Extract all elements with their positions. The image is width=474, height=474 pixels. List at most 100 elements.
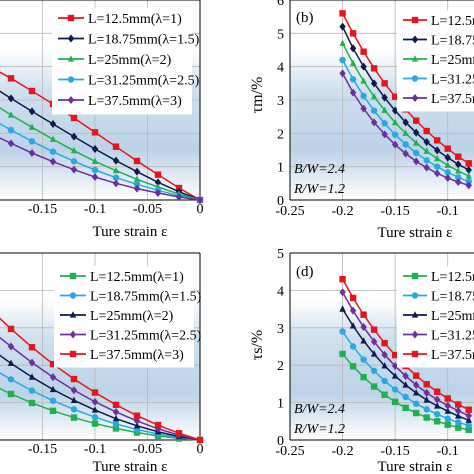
y-tick-label: 3 [277,322,284,337]
data-point [423,381,430,388]
annotation: R/W=1.2 [293,422,345,437]
data-point [455,167,462,174]
series-L=12.5mm(λ=1) [339,350,472,434]
data-point [465,181,472,190]
data-point [455,412,462,419]
data-point [91,145,99,153]
legend-marker [69,311,77,318]
legend-marker [411,16,419,24]
legend-marker [67,76,75,83]
data-point [70,375,78,383]
legend-marker [67,96,75,104]
x-tick-label: -0.1 [437,444,459,459]
data-point [175,430,183,437]
data-point [339,305,346,312]
legend-entry: L=31.25mm(λ=2.5) [88,74,200,89]
data-point [339,22,346,31]
x-tick-label: -0.1 [84,442,106,457]
data-point [391,131,399,138]
data-point [465,426,472,434]
data-point [381,130,388,139]
x-tick-label: -0.15 [28,442,57,457]
data-point [423,138,430,146]
y-tick-label: 6 [277,0,284,9]
data-point [49,407,57,415]
data-point [133,184,141,193]
data-point [444,415,451,422]
series-L=37.5mm(λ=3) [339,69,472,190]
legend-box [397,266,474,368]
data-point [381,106,388,113]
data-point [455,401,462,408]
legend-marker [69,292,77,299]
data-point [91,420,99,427]
data-point [28,358,36,367]
x-tick-label: -0.15 [381,444,410,459]
x-axis-label: Ture strain ε [93,459,168,474]
data-point [28,138,36,145]
data-point [133,421,141,429]
data-point [70,406,78,413]
data-point [370,79,378,88]
data-point [349,322,357,329]
data-point [349,88,357,97]
data-point [370,65,378,72]
y-tick-label: 5 [277,27,284,42]
data-point [70,132,78,141]
data-point [133,181,141,188]
legend-entry: L=18.75mm(λ=1.5) [90,290,202,305]
y-tick-label: 3 [277,94,284,109]
legend-marker [69,330,77,339]
data-point [360,48,367,55]
data-point [49,148,57,155]
data-point [370,350,378,357]
series-L=25mm(λ=2) [339,39,472,179]
data-point [370,92,378,100]
x-tick-label: -0.25 [275,444,304,459]
data-point [465,422,472,429]
legend-entry: L=37.5mm(λ=3) [88,94,182,109]
series-L=25mm(λ=2) [339,305,472,423]
data-point [360,356,367,363]
legend-box [52,8,192,115]
legend-box [54,266,194,368]
data-point [349,306,357,315]
data-point [444,407,451,414]
legend: L=12.5mm(λ=1) L=18.75mm(λ=1.5) L=25mm(λ=2)… [397,10,474,112]
data-point [7,342,15,351]
legend-marker [411,75,419,82]
data-point [434,163,441,170]
data-point [133,167,141,176]
data-point [112,401,120,409]
data-point [412,400,420,407]
data-point [339,10,346,17]
data-point [175,193,183,201]
legend-marker [69,350,77,358]
y-tick-label: 5 [277,247,284,262]
data-point [391,351,399,359]
data-point [70,165,78,174]
series-L=37.5mm(λ=3) [0,137,204,204]
data-point [444,174,451,182]
legend-entry: L=12.5mm(λ=1) [90,270,184,285]
data-point [112,420,120,428]
data-point [434,146,441,155]
data-point [391,386,399,393]
data-point [381,377,388,385]
data-point [444,401,451,410]
legend-marker [411,311,419,318]
legend-entry: L=31.25mm(λ=2.5) [90,329,202,344]
data-point [444,153,451,162]
data-point [402,404,409,412]
data-point [455,160,462,169]
series-L=31.25mm(λ=2.5) [0,123,204,204]
data-point [28,344,36,351]
data-point [28,399,36,407]
data-point [91,173,99,181]
data-point [381,350,388,359]
x-tick-label: -0.25 [275,204,304,219]
legend-entry: L=12.5mm(λ=1) [431,14,474,29]
data-point [112,166,120,174]
data-point [370,367,378,375]
legend-marker [411,94,419,102]
